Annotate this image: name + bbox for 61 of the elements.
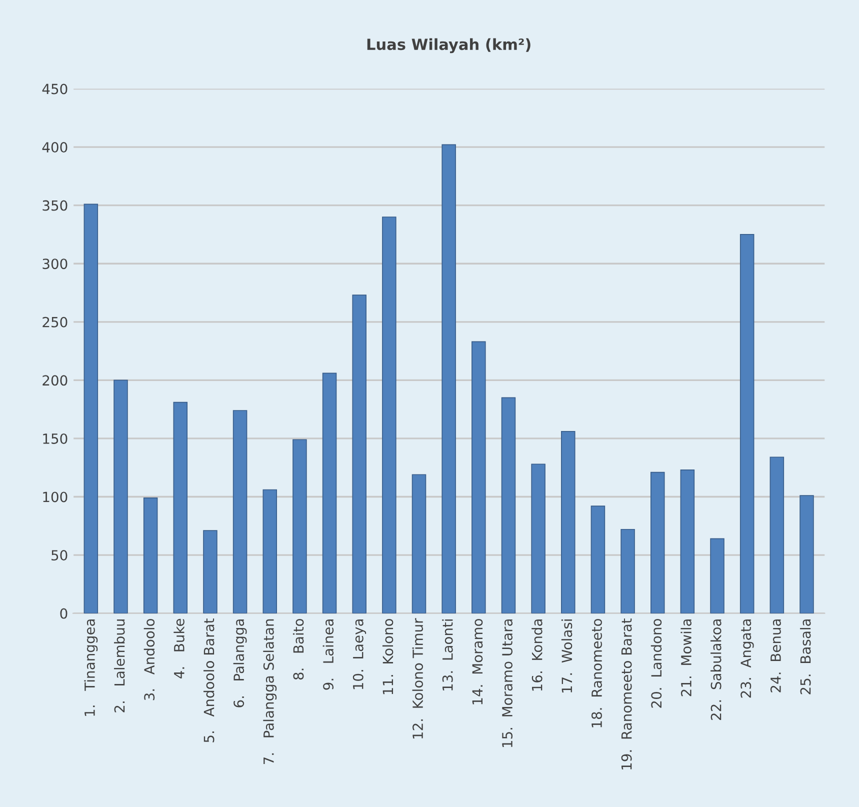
bar	[143, 498, 158, 614]
x-tick-label: 3. Andoolo	[144, 618, 155, 700]
bar	[620, 528, 635, 614]
y-tick-label: 0	[60, 608, 68, 619]
bar	[710, 538, 724, 614]
bar	[501, 397, 516, 614]
bar	[232, 410, 248, 614]
bar	[442, 144, 456, 614]
bar	[680, 470, 695, 614]
bar	[84, 204, 98, 614]
y-tick-label: 450	[42, 84, 68, 94]
y-tick-label: 100	[43, 492, 68, 502]
bar	[770, 456, 784, 614]
x-tick-label: 14. Moramo	[472, 618, 483, 704]
x-tick-label: 16. Konda	[532, 619, 542, 691]
x-tick-label: 12. Kolono Timur	[412, 618, 424, 738]
bar	[262, 489, 277, 614]
x-tick-label: 6. Palangga	[233, 619, 247, 708]
bar	[382, 216, 396, 614]
y-tick-label: 200	[42, 375, 68, 386]
x-tick-label: 21. Mowila	[680, 619, 692, 696]
x-tick-label: 1. Tinanggea	[84, 619, 98, 716]
bar	[173, 402, 188, 614]
bar	[292, 439, 307, 614]
bar	[203, 530, 218, 614]
x-tick-label: 7. Palangga Selatan	[263, 619, 277, 764]
y-tick-label: 300	[42, 258, 68, 270]
bar	[472, 341, 486, 614]
x-tick-label: 17. Wolasi	[561, 619, 572, 692]
x-tick-label: 9. Lainea	[322, 619, 334, 690]
bar	[590, 506, 606, 614]
bar	[352, 294, 366, 614]
y-tick-label: 150	[43, 433, 68, 444]
x-tick-label: 19. Ranomeeto Barat	[621, 618, 632, 770]
x-tick-label: 25. Basala	[800, 619, 811, 694]
x-tick-label: 22. Sabulakoa	[710, 619, 722, 720]
x-tick-label: 4. Buke	[174, 618, 184, 678]
bar	[561, 431, 576, 614]
x-tick-label: 18. Ranomeeto	[591, 618, 602, 728]
bar	[650, 472, 665, 614]
bar	[531, 464, 546, 614]
chart-title: Luas Wilayah (km²)	[367, 38, 530, 54]
x-tick-label: 24. Benua	[770, 619, 781, 692]
x-tick-label: 2. Lalembuu	[114, 619, 125, 712]
bar	[322, 372, 337, 614]
y-tick-label: 350	[42, 200, 68, 211]
bar	[412, 474, 426, 614]
bar	[740, 234, 754, 614]
y-tick-label: 250	[42, 316, 68, 328]
x-tick-label: 23. Angata	[740, 619, 754, 698]
bar	[114, 380, 128, 614]
x-tick-label: 10. Laeya	[352, 619, 366, 690]
bar	[800, 495, 814, 614]
x-tick-label: 15. Moramo Utara	[502, 619, 513, 748]
y-tick-label: 50	[52, 550, 68, 561]
x-tick-label: 8. Baito	[292, 618, 304, 680]
x-tick-label: 5. Andoolo Barat	[203, 618, 214, 742]
y-tick-label: 400	[42, 142, 68, 153]
x-tick-label: 11. Kolono	[382, 618, 394, 694]
x-tick-label: 13. Laonti	[442, 619, 453, 690]
x-tick-label: 20. Landono	[650, 618, 662, 708]
